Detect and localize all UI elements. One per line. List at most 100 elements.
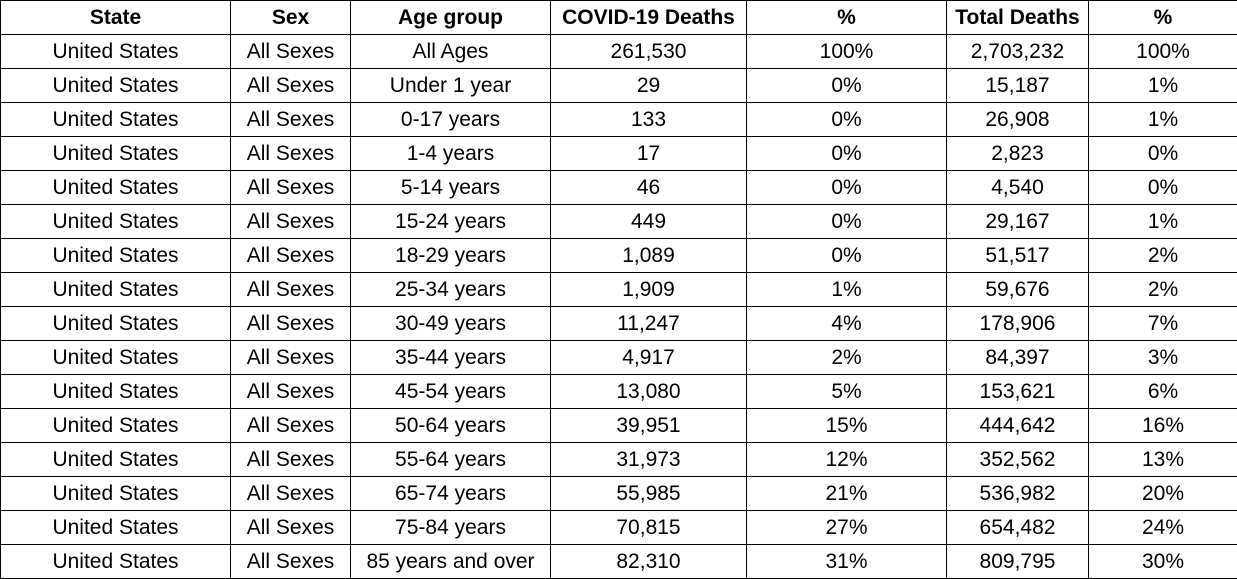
table-row: United States All Sexes 0-17 years 133 0… — [0, 102, 1237, 137]
header-covid-percent: % — [746, 0, 947, 35]
table-row: United States All Sexes 5-14 years 46 0%… — [0, 170, 1237, 205]
cell-state: United States — [0, 238, 231, 273]
cell-sex: All Sexes — [230, 238, 351, 273]
cell-age-group: 15-24 years — [350, 204, 551, 239]
cell-total-percent: 100% — [1088, 34, 1237, 69]
cell-covid-percent: 0% — [746, 102, 947, 137]
cell-sex: All Sexes — [230, 510, 351, 545]
cell-sex: All Sexes — [230, 442, 351, 477]
cell-age-group: 0-17 years — [350, 102, 551, 137]
header-total-percent: % — [1088, 0, 1237, 35]
cell-total-deaths: 29,167 — [946, 204, 1089, 239]
cell-sex: All Sexes — [230, 408, 351, 443]
cell-covid-percent: 0% — [746, 68, 947, 103]
cell-covid-percent: 15% — [746, 408, 947, 443]
cell-covid-percent: 0% — [746, 136, 947, 171]
cell-total-percent: 0% — [1088, 170, 1237, 205]
cell-total-percent: 16% — [1088, 408, 1237, 443]
header-total-deaths: Total Deaths — [946, 0, 1089, 35]
table-row: United States All Sexes 65-74 years 55,9… — [0, 476, 1237, 511]
cell-sex: All Sexes — [230, 68, 351, 103]
cell-sex: All Sexes — [230, 272, 351, 307]
header-covid-deaths: COVID-19 Deaths — [550, 0, 747, 35]
cell-total-percent: 1% — [1088, 102, 1237, 137]
cell-covid-deaths: 55,985 — [550, 476, 747, 511]
table-row: United States All Sexes 55-64 years 31,9… — [0, 442, 1237, 477]
cell-covid-percent: 0% — [746, 238, 947, 273]
cell-total-deaths: 84,397 — [946, 340, 1089, 375]
table-row: United States All Sexes 75-84 years 70,8… — [0, 510, 1237, 545]
cell-state: United States — [0, 170, 231, 205]
cell-covid-percent: 4% — [746, 306, 947, 341]
cell-covid-percent: 31% — [746, 544, 947, 579]
cell-age-group: All Ages — [350, 34, 551, 69]
table-row: United States All Sexes All Ages 261,530… — [0, 34, 1237, 69]
table-row: United States All Sexes 25-34 years 1,90… — [0, 272, 1237, 307]
cell-covid-percent: 21% — [746, 476, 947, 511]
cell-covid-deaths: 4,917 — [550, 340, 747, 375]
cell-total-deaths: 26,908 — [946, 102, 1089, 137]
cell-covid-deaths: 449 — [550, 204, 747, 239]
cell-state: United States — [0, 340, 231, 375]
cell-covid-percent: 12% — [746, 442, 947, 477]
table-row: United States All Sexes 15-24 years 449 … — [0, 204, 1237, 239]
table-row: United States All Sexes Under 1 year 29 … — [0, 68, 1237, 103]
cell-total-deaths: 4,540 — [946, 170, 1089, 205]
table-row: United States All Sexes 45-54 years 13,0… — [0, 374, 1237, 409]
cell-state: United States — [0, 204, 231, 239]
cell-age-group: 75-84 years — [350, 510, 551, 545]
cell-state: United States — [0, 136, 231, 171]
cell-total-percent: 2% — [1088, 238, 1237, 273]
cell-total-deaths: 654,482 — [946, 510, 1089, 545]
cell-sex: All Sexes — [230, 34, 351, 69]
cell-sex: All Sexes — [230, 476, 351, 511]
cell-state: United States — [0, 34, 231, 69]
header-sex: Sex — [230, 0, 351, 35]
cell-age-group: 50-64 years — [350, 408, 551, 443]
cell-age-group: 5-14 years — [350, 170, 551, 205]
table-row: United States All Sexes 50-64 years 39,9… — [0, 408, 1237, 443]
cell-total-deaths: 352,562 — [946, 442, 1089, 477]
cell-state: United States — [0, 306, 231, 341]
cell-state: United States — [0, 544, 231, 579]
cell-state: United States — [0, 408, 231, 443]
cell-state: United States — [0, 442, 231, 477]
cell-age-group: 85 years and over — [350, 544, 551, 579]
cell-covid-deaths: 29 — [550, 68, 747, 103]
table-row: United States All Sexes 35-44 years 4,91… — [0, 340, 1237, 375]
cell-age-group: 30-49 years — [350, 306, 551, 341]
cell-sex: All Sexes — [230, 306, 351, 341]
header-row: State Sex Age group COVID-19 Deaths % To… — [0, 0, 1237, 35]
table-row: United States All Sexes 18-29 years 1,08… — [0, 238, 1237, 273]
header-age-group: Age group — [350, 0, 551, 35]
cell-covid-deaths: 1,089 — [550, 238, 747, 273]
cell-total-percent: 6% — [1088, 374, 1237, 409]
cell-total-percent: 20% — [1088, 476, 1237, 511]
table-row: United States All Sexes 1-4 years 17 0% … — [0, 136, 1237, 171]
cell-total-deaths: 15,187 — [946, 68, 1089, 103]
cell-total-percent: 30% — [1088, 544, 1237, 579]
cell-covid-percent: 2% — [746, 340, 947, 375]
cell-covid-percent: 0% — [746, 170, 947, 205]
cell-covid-percent: 0% — [746, 204, 947, 239]
cell-total-deaths: 809,795 — [946, 544, 1089, 579]
cell-sex: All Sexes — [230, 374, 351, 409]
cell-total-deaths: 178,906 — [946, 306, 1089, 341]
table-row: United States All Sexes 30-49 years 11,2… — [0, 306, 1237, 341]
cell-total-percent: 24% — [1088, 510, 1237, 545]
cell-age-group: 65-74 years — [350, 476, 551, 511]
cell-sex: All Sexes — [230, 170, 351, 205]
cell-age-group: 45-54 years — [350, 374, 551, 409]
cell-total-percent: 7% — [1088, 306, 1237, 341]
cell-covid-percent: 1% — [746, 272, 947, 307]
cell-total-deaths: 59,676 — [946, 272, 1089, 307]
cell-covid-deaths: 17 — [550, 136, 747, 171]
cell-covid-deaths: 261,530 — [550, 34, 747, 69]
cell-covid-deaths: 46 — [550, 170, 747, 205]
cell-age-group: 18-29 years — [350, 238, 551, 273]
cell-sex: All Sexes — [230, 204, 351, 239]
cell-total-deaths: 2,823 — [946, 136, 1089, 171]
cell-state: United States — [0, 68, 231, 103]
cell-covid-deaths: 31,973 — [550, 442, 747, 477]
